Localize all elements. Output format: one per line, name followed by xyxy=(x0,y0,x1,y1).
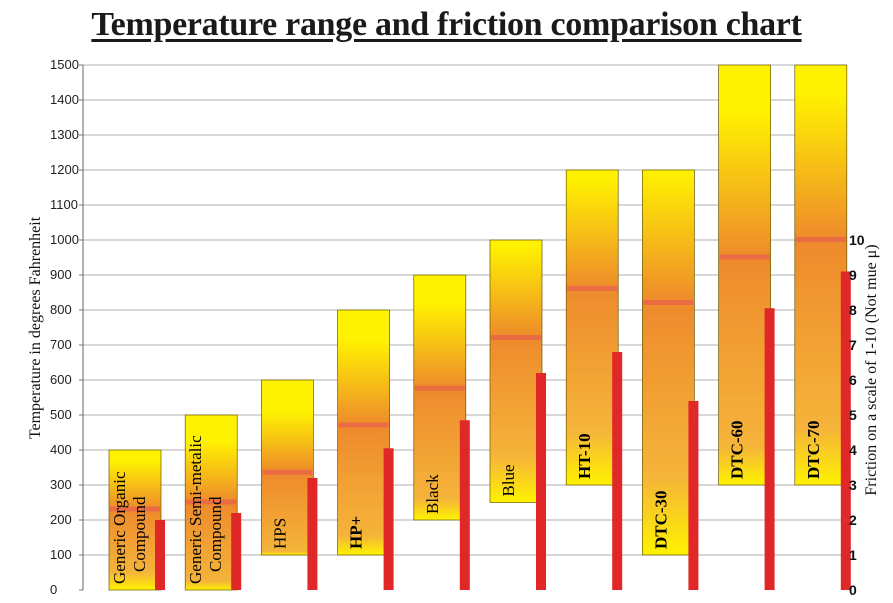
friction-bar xyxy=(231,513,242,590)
y-tick-label: 400 xyxy=(50,442,72,457)
compound-label: Blue xyxy=(499,464,518,496)
friction-bar xyxy=(459,420,470,590)
y2-tick-label: 5 xyxy=(849,407,857,423)
y-tick-label: 100 xyxy=(50,547,72,562)
friction-bar xyxy=(612,352,623,590)
y2-tick-label: 0 xyxy=(849,582,857,598)
friction-bar xyxy=(383,448,394,590)
friction-bar xyxy=(840,271,851,590)
temperature-range-bar xyxy=(718,64,771,486)
brake-compound-group: HPS xyxy=(261,379,318,590)
compound-label: Generic OrganicCompound xyxy=(110,471,149,584)
compound-label: DTC-60 xyxy=(728,420,747,479)
brake-compound-group: Generic OrganicCompound xyxy=(108,449,165,591)
temperature-range-bar xyxy=(794,64,848,486)
peak-temperature-marker xyxy=(338,422,389,428)
peak-temperature-marker xyxy=(795,237,846,242)
y2-tick-label: 4 xyxy=(849,442,857,458)
compound-label: HT-10 xyxy=(575,433,594,479)
y-tick-label: 1300 xyxy=(50,127,79,142)
peak-temperature-marker xyxy=(491,335,541,340)
brake-compound-group: Generic Semi-metalicCompound xyxy=(184,414,242,591)
peak-temperature-marker xyxy=(719,254,770,260)
y2-tick-label: 3 xyxy=(849,477,857,493)
friction-bar xyxy=(764,308,775,590)
y-tick-label: 0 xyxy=(50,582,57,597)
y-tick-label: 300 xyxy=(50,477,72,492)
compound-label: HPS xyxy=(270,518,289,549)
compound-label: DTC-30 xyxy=(651,490,670,549)
y-tick-label: 1200 xyxy=(50,162,79,177)
axes: 0100200300400500600700800900100011001200… xyxy=(50,57,865,598)
temperature-range-bar xyxy=(261,379,314,556)
y2-tick-label: 7 xyxy=(849,337,857,353)
temperature-range-bar xyxy=(413,274,467,521)
y2-tick-label: 2 xyxy=(849,512,857,528)
y-tick-label: 1100 xyxy=(50,197,78,212)
peak-temperature-marker xyxy=(110,506,160,512)
y-tick-label: 900 xyxy=(50,267,72,282)
y2-axis-label: Friction on a scale of 1-10 (Not mue μ) xyxy=(863,244,880,495)
peak-temperature-marker xyxy=(643,300,694,305)
friction-bar xyxy=(688,401,699,590)
peak-temperature-marker xyxy=(567,286,618,291)
y2-tick-label: 1 xyxy=(849,547,857,563)
brake-compound-group: DTC-30 xyxy=(642,169,699,590)
brake-compound-group: HT-10 xyxy=(565,169,623,590)
y-tick-label: 800 xyxy=(50,302,72,317)
temperature-range-bar xyxy=(642,169,695,556)
compound-label: Generic Semi-metalicCompound xyxy=(186,435,225,584)
temperature-range-bar xyxy=(108,449,162,591)
friction-bar xyxy=(536,373,546,590)
friction-bar xyxy=(307,478,318,590)
brake-compound-group: DTC-70 xyxy=(794,64,851,590)
compound-label: DTC-70 xyxy=(804,420,823,479)
y2-tick-label: 8 xyxy=(849,302,857,318)
y-tick-label: 200 xyxy=(50,512,72,527)
compound-label: HP+ xyxy=(347,516,366,549)
y2-tick-label: 10 xyxy=(849,232,865,248)
y-tick-label: 1000 xyxy=(50,232,79,247)
temperature-range-bar xyxy=(489,239,543,503)
brake-compound-group: DTC-60 xyxy=(718,64,775,590)
chart-title: Temperature range and friction compariso… xyxy=(91,6,802,43)
brake-compound-group: HP+ xyxy=(337,309,394,590)
brake-compound-group: Black xyxy=(413,274,470,590)
y2-tick-label: 6 xyxy=(849,372,857,388)
y2-tick-label: 9 xyxy=(849,267,857,283)
temperature-range-bar xyxy=(565,169,619,486)
plot-area: Generic OrganicCompound Generic Semi-meta… xyxy=(108,64,851,591)
y-tick-label: 1400 xyxy=(50,92,79,107)
y-tick-label: 500 xyxy=(50,407,72,422)
y-tick-label: 600 xyxy=(50,372,72,387)
brake-compound-group: Blue xyxy=(489,239,546,590)
peak-temperature-marker xyxy=(186,499,237,505)
peak-temperature-marker xyxy=(414,385,465,391)
y-tick-label: 700 xyxy=(50,337,72,352)
friction-bar xyxy=(155,520,165,590)
temperature-range-bar xyxy=(337,309,390,556)
y-axis-label: Temperature in degrees Fahrenheit xyxy=(27,216,44,439)
compound-label: Black xyxy=(423,474,442,514)
peak-temperature-marker xyxy=(262,469,313,475)
y-tick-label: 1500 xyxy=(50,57,79,72)
